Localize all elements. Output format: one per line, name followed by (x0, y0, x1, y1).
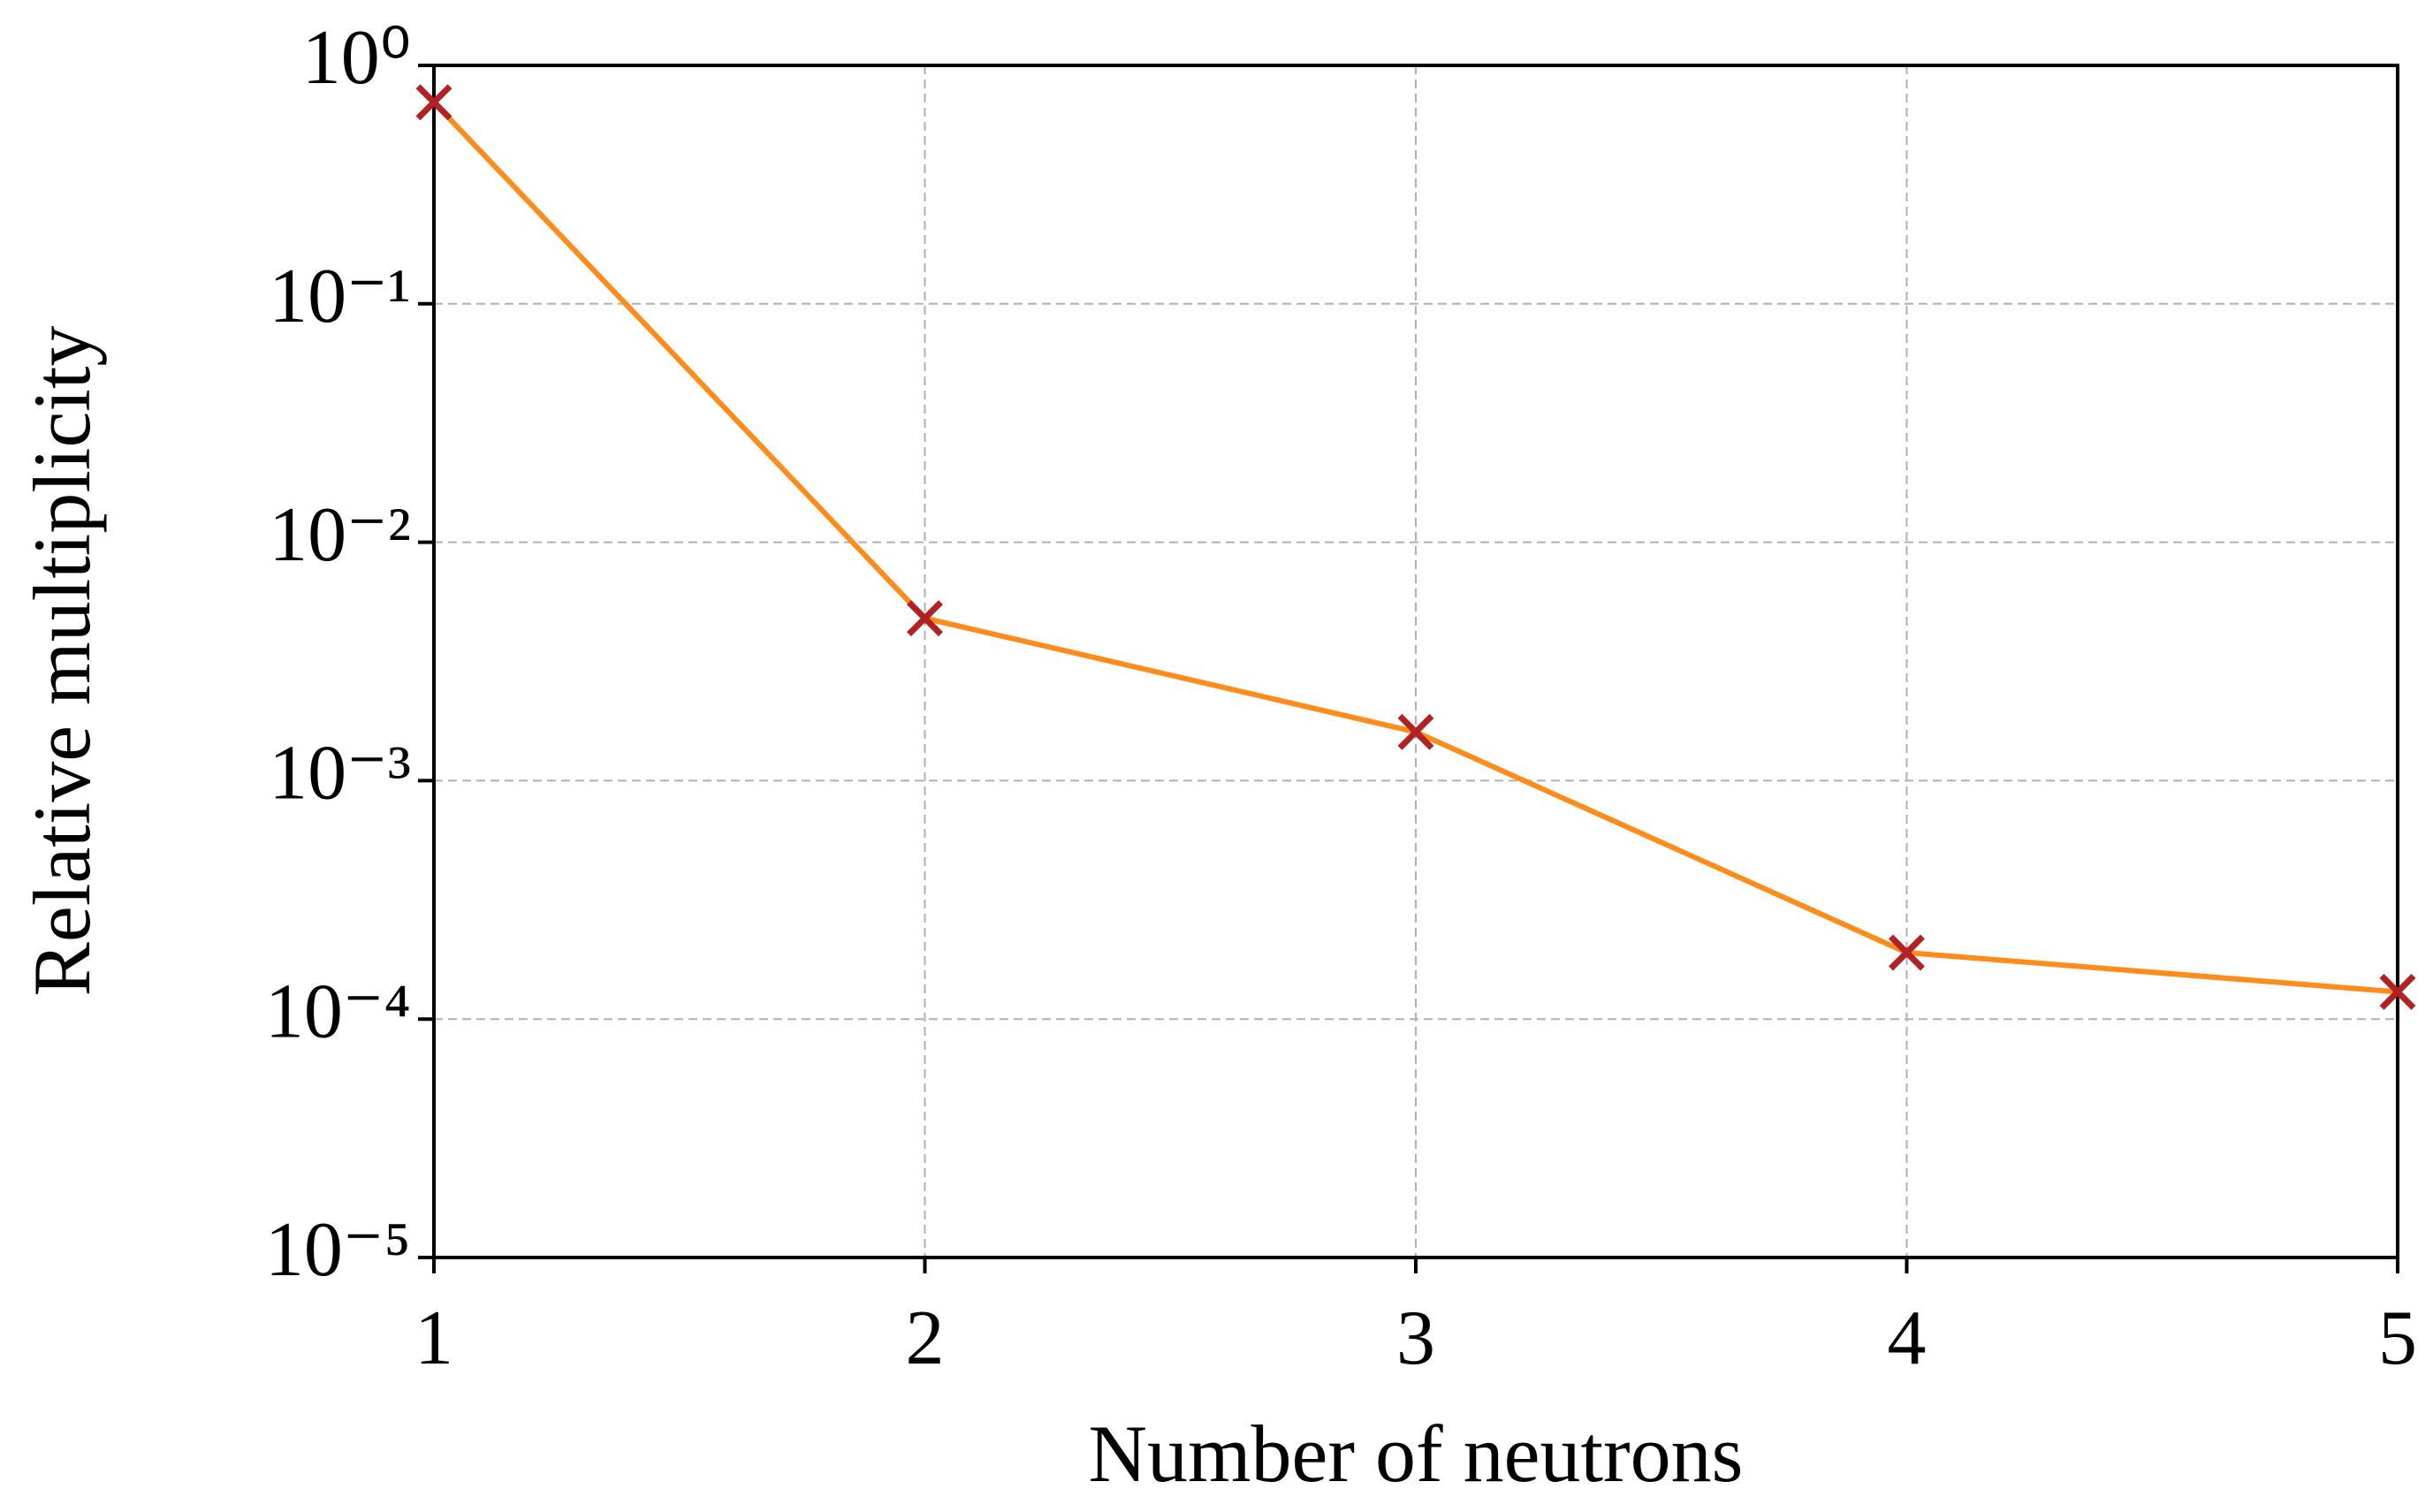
plot-frame (432, 64, 2399, 1259)
marker (907, 600, 943, 637)
marker (2379, 973, 2416, 1010)
y-axis-label: Relative multiplicity (17, 326, 107, 997)
y-tick-label: 10⁻³ (269, 731, 411, 817)
x-tick-label: 2 (906, 1295, 945, 1381)
x-tick-label: 5 (2378, 1295, 2417, 1381)
y-tick-label: 10⁻¹ (269, 254, 411, 339)
y-tick-label: 10⁻⁵ (265, 1207, 411, 1293)
x-tick-label: 3 (1396, 1295, 1435, 1381)
x-tick-label: 4 (1888, 1295, 1927, 1381)
marker (1397, 713, 1434, 750)
marker (1889, 934, 1925, 971)
x-tick-label: 1 (414, 1295, 453, 1381)
y-tick-label: 10⁻² (269, 492, 411, 578)
x-axis-label: Number of neutrons (1089, 1409, 1744, 1499)
y-tick-label: 10⁰ (302, 15, 411, 101)
marker (415, 84, 452, 121)
y-tick-label: 10⁻⁴ (265, 969, 411, 1054)
